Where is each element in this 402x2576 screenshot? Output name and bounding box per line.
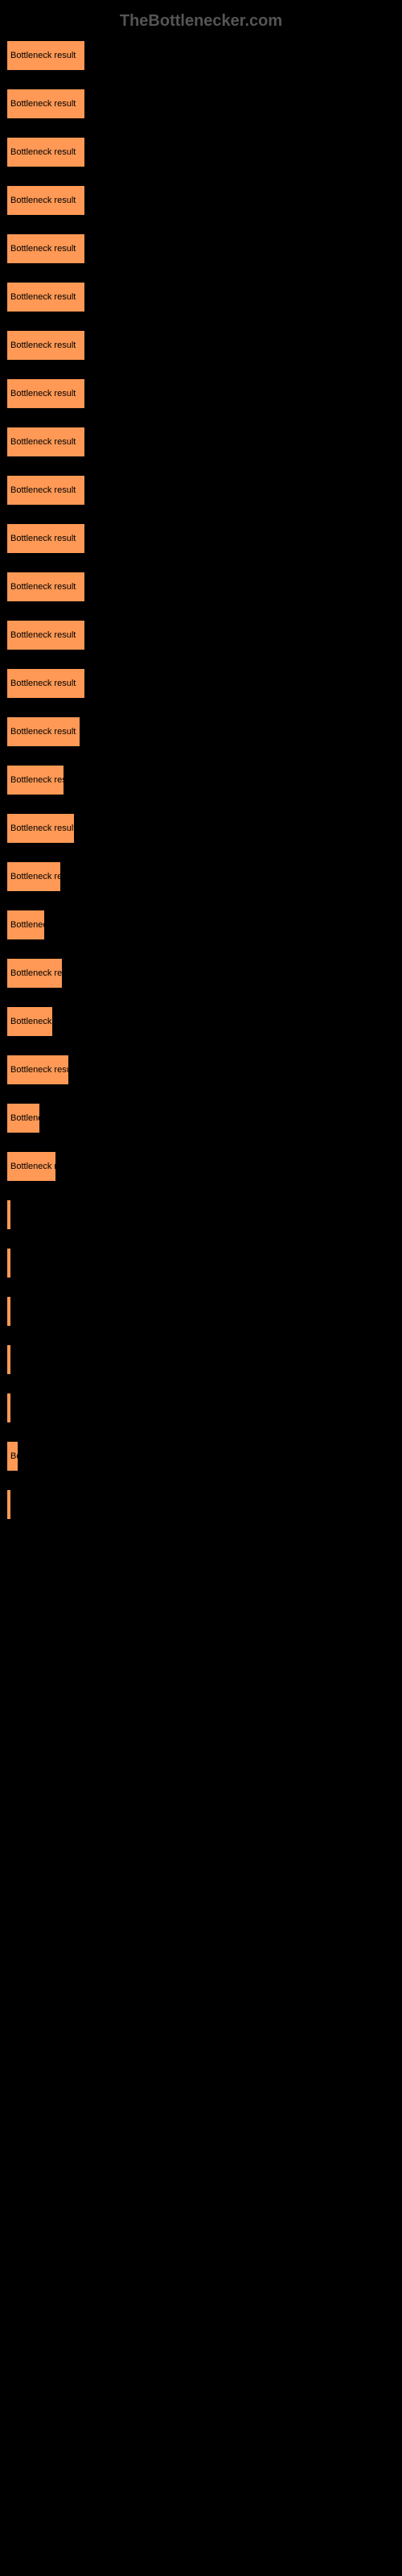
bar [6,1393,11,1423]
bar: Bottleneck result [6,1055,69,1085]
bar-row: Bottleneck result [6,282,402,312]
bar: Bottleneck result [6,958,63,989]
bar-row: Bottleneck result [6,1103,402,1133]
bar-row: Bottleneck result [6,89,402,119]
bar: Bottleneck result [6,813,75,844]
bar-row: Bottleneck result [6,861,402,892]
bar-chart: Bottleneck result Bottleneck result Bottle… [0,0,402,1520]
bar: Bottleneck result [6,910,45,940]
bar-row: Bottleneck result [6,137,402,167]
bar-row: Bottleneck result [6,185,402,216]
bar: Bottleneck result [6,40,85,71]
bar-row [6,1199,402,1230]
bar: Bottleneck result [6,572,85,602]
bar: Bottleneck result [6,427,85,457]
bar-row [6,1344,402,1375]
bar-row: Bottleneck result [6,1006,402,1037]
bar-row: Bottleneck result [6,40,402,71]
bar-row: Bottleneck result [6,572,402,602]
bar: Bottleneck result [6,282,85,312]
bar-row: Bottleneck result [6,1151,402,1182]
bar: Bottleneck result [6,185,85,216]
bar-row: Bottleneck result [6,765,402,795]
bar: Bottleneck result [6,668,85,699]
bar: Bottleneck result [6,765,64,795]
bar-row [6,1489,402,1520]
bar-row [6,1296,402,1327]
bar-row: Bottleneck result [6,378,402,409]
bar: Bottleneck result [6,1006,53,1037]
bar-row: Bottleneck result [6,910,402,940]
bar-row: Bottleneck result [6,668,402,699]
bar-row: Bottleneck result [6,813,402,844]
bar: Bottleneck result [6,475,85,506]
bar: Bottleneck result [6,861,61,892]
bar: Bottleneck result [6,1103,40,1133]
bar: Bottleneck result [6,1441,18,1472]
bar-row: Bottleneck result [6,620,402,650]
bar: Bottleneck result [6,137,85,167]
bar-row: Bottleneck result [6,233,402,264]
bar-row: Bottleneck result [6,523,402,554]
bar: Bottleneck result [6,523,85,554]
bar: Bottleneck result [6,233,85,264]
bar: Bottleneck result [6,716,80,747]
bar: Bottleneck result [6,1151,56,1182]
bar-row: Bottleneck result [6,330,402,361]
bar-row: Bottleneck result [6,475,402,506]
bar-row: Bottleneck result [6,427,402,457]
bar: Bottleneck result [6,89,85,119]
bar [6,1296,11,1327]
bar [6,1344,11,1375]
bar: Bottleneck result [6,378,85,409]
bar [6,1199,11,1230]
bar [6,1248,11,1278]
bar-row: Bottleneck result [6,958,402,989]
bar-row [6,1393,402,1423]
bar [6,1489,11,1520]
bar-row: Bottleneck result [6,1055,402,1085]
bar-row: Bottleneck result [6,716,402,747]
bar: Bottleneck result [6,330,85,361]
bar-row [6,1248,402,1278]
bar-row: Bottleneck result [6,1441,402,1472]
bar: Bottleneck result [6,620,85,650]
